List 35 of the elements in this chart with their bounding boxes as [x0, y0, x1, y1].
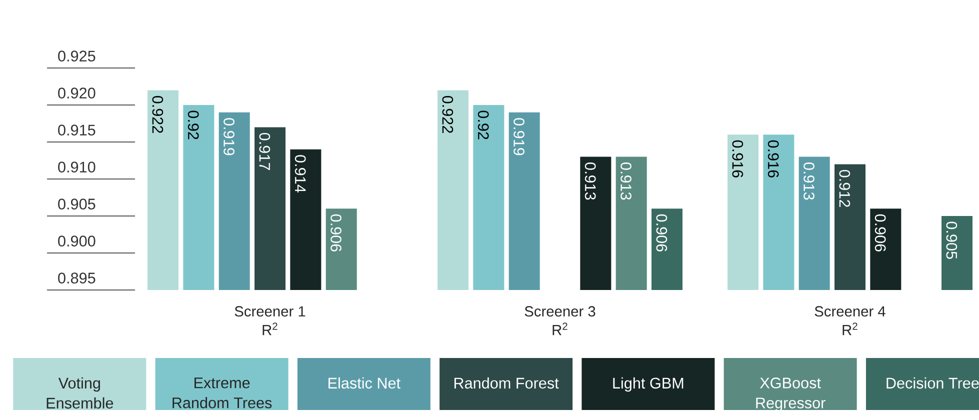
data-label: 0.913 — [804, 162, 814, 200]
legend-label: Light GBM — [613, 377, 684, 392]
legend-label: Elastic Net — [328, 377, 400, 389]
y-tick-label: 0.895 — [58, 272, 96, 284]
y-tick-label: 0.920 — [58, 88, 96, 98]
data-label: 0.922 — [152, 96, 164, 133]
x-tick-label: Screener 4 R$^{2}$ — [814, 306, 886, 336]
data-label: 0.92 — [478, 110, 489, 140]
data-label: 0.913 — [584, 162, 596, 200]
data-label: 0.917 — [259, 132, 270, 170]
data-label: 0.916 — [732, 140, 744, 178]
legend-label: Decision Tree — [886, 377, 979, 389]
y-tick-label: 0.925 — [58, 50, 96, 62]
data-label: 0.913 — [620, 162, 632, 200]
y-tick-label: 0.915 — [58, 124, 96, 136]
legend-label: Random Forest — [454, 377, 559, 389]
x-tick-label: Screener 3 R$^{2}$ — [524, 306, 596, 336]
text: Extreme Random Trees — [172, 378, 272, 408]
data-label: 0.919 — [224, 118, 234, 156]
y-tick-label: 0.905 — [58, 198, 96, 210]
data-label: 0.906 — [330, 214, 342, 252]
y-tick-label: 0.910 — [58, 162, 96, 172]
data-label: 0.905 — [946, 222, 958, 259]
text: Voting Ensemble — [46, 377, 114, 409]
data-label: 0.922 — [442, 96, 454, 133]
data-label: 0.914 — [294, 155, 306, 192]
data-label: 0.92 — [188, 110, 199, 140]
y-tick-label: 0.900 — [58, 236, 96, 246]
legend-label: XGBoost Regressor — [756, 378, 826, 412]
data-label: 0.919 — [514, 118, 524, 156]
data-label: 0.916 — [768, 140, 779, 178]
data-label: 0.906 — [656, 214, 668, 252]
data-label: 0.912 — [839, 170, 850, 207]
data-label: 0.906 — [874, 214, 886, 252]
x-tick-label: Screener 1 R$^{2}$ — [234, 306, 306, 336]
